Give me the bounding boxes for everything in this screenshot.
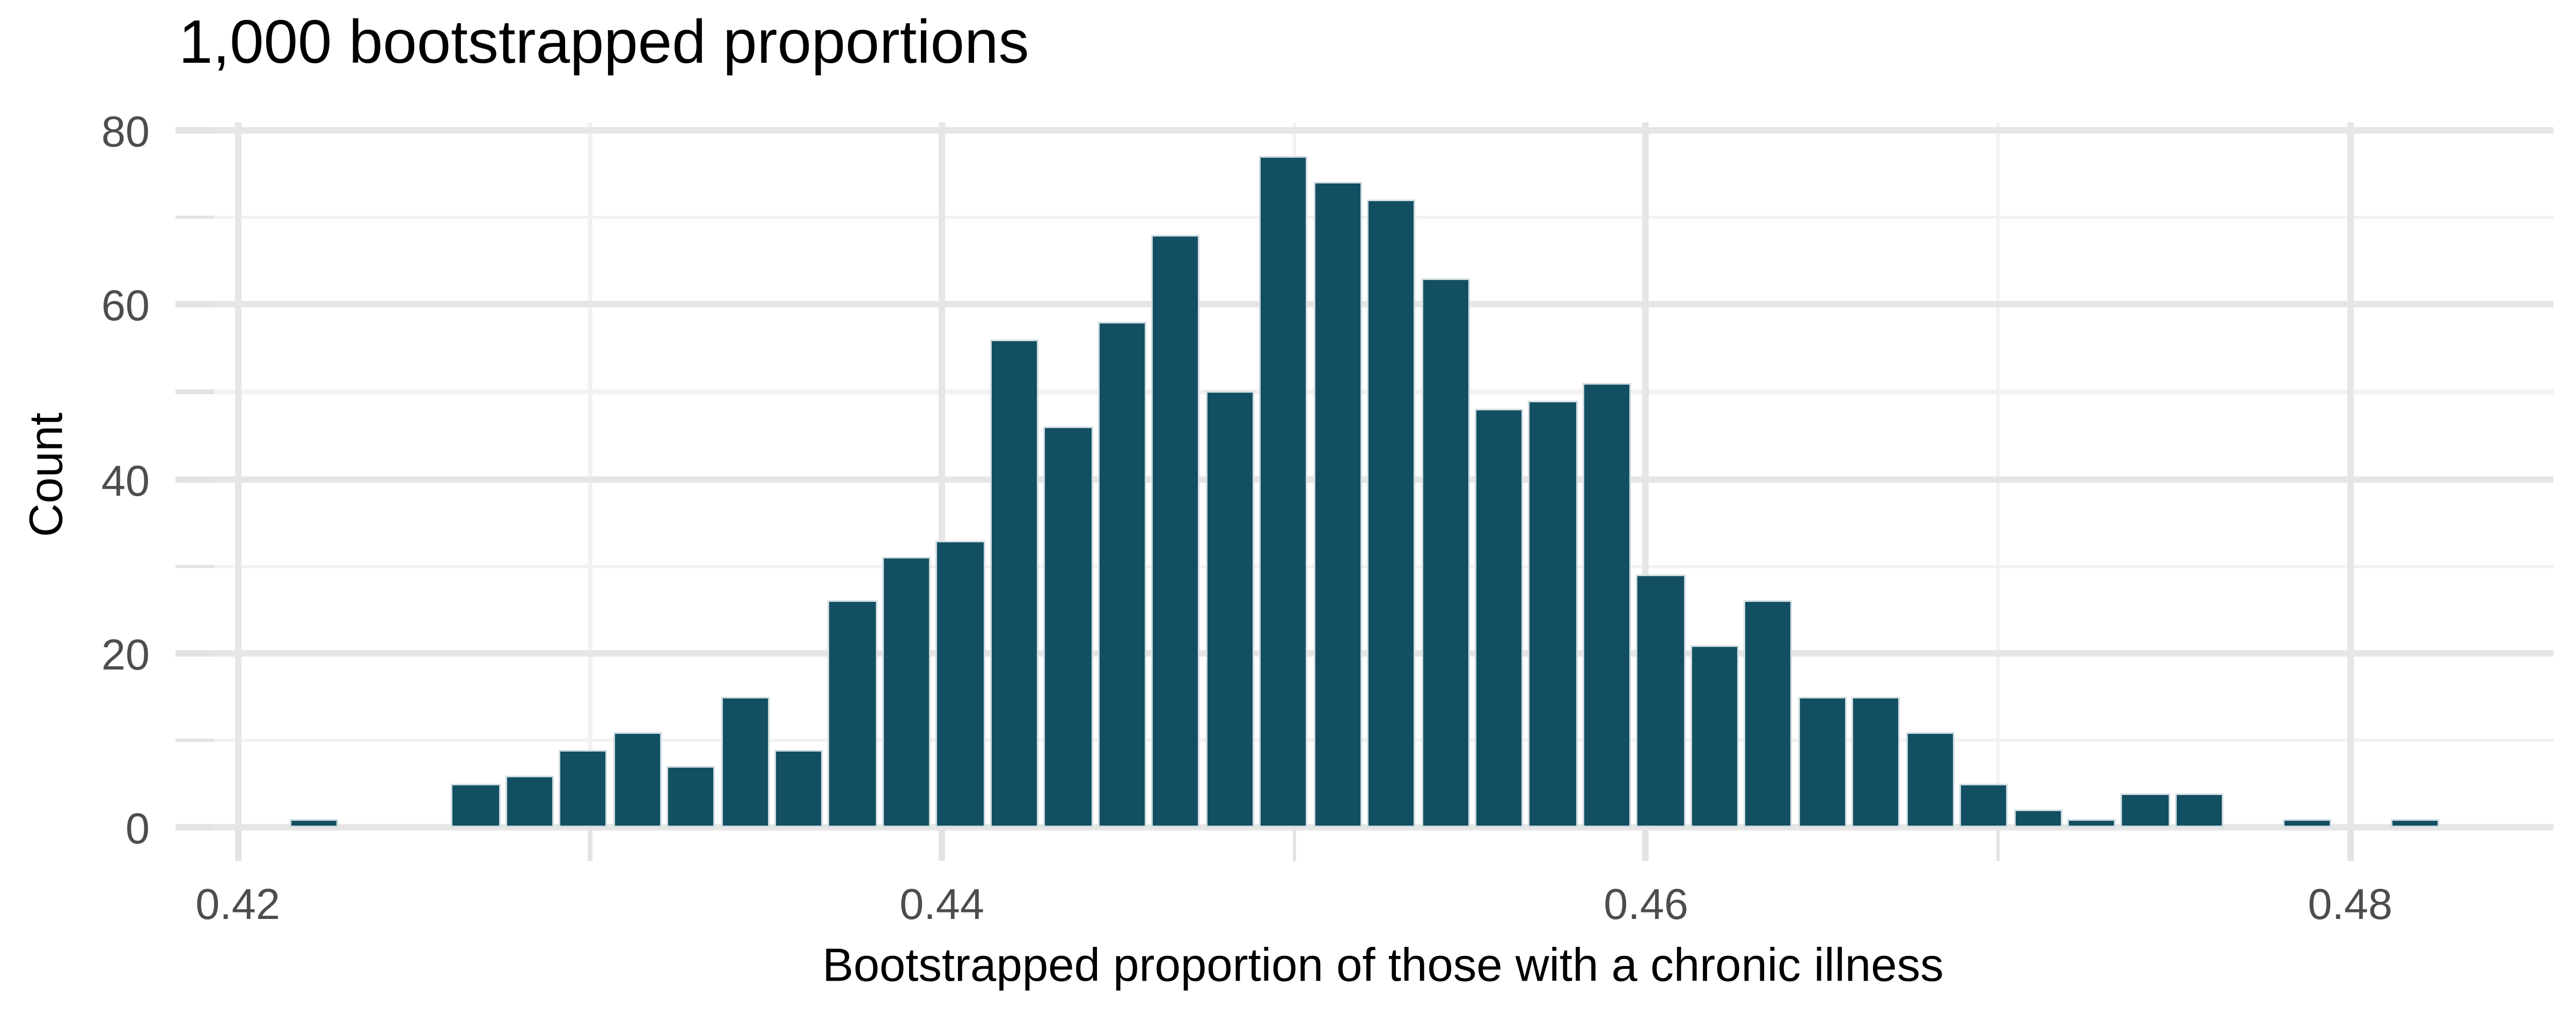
- histogram-bar: [1043, 426, 1093, 828]
- histogram-bar: [612, 732, 662, 828]
- x-tick-label: 0.46: [1604, 880, 1688, 929]
- histogram-bar: [505, 775, 554, 828]
- histogram-bar: [882, 557, 931, 828]
- x-axis-tick-major: [939, 830, 946, 862]
- histogram-bar: [1528, 400, 1577, 828]
- histogram-bar: [451, 784, 500, 828]
- histogram-bar: [828, 601, 877, 828]
- gridline-x-major: [235, 122, 241, 831]
- histogram-bar: [1798, 697, 1847, 828]
- histogram-bar: [2282, 819, 2332, 828]
- y-axis-tick-major: [175, 475, 214, 482]
- x-axis-tick-minor: [1292, 830, 1296, 862]
- x-tick-label: 0.44: [899, 880, 984, 929]
- y-tick-label: 0: [125, 805, 150, 854]
- histogram-bar: [1205, 392, 1254, 828]
- histogram-bar: [990, 339, 1039, 828]
- y-axis-tick-minor: [175, 738, 214, 742]
- histogram-bar: [720, 697, 770, 828]
- gridline-y-major: [214, 127, 2553, 134]
- y-axis-tick-minor: [175, 389, 214, 394]
- y-axis-tick-major: [175, 127, 214, 134]
- y-axis-tick-minor: [175, 215, 214, 219]
- histogram-bar: [2175, 792, 2224, 828]
- x-axis-tick-major: [235, 830, 241, 862]
- histogram-bar: [1744, 601, 1793, 828]
- histogram-bar: [2390, 819, 2439, 828]
- x-axis-tick-major: [2347, 830, 2354, 862]
- histogram-bar: [559, 749, 608, 828]
- y-tick-label: 20: [101, 630, 150, 679]
- histogram-bar: [1421, 278, 1470, 828]
- histogram-bar: [1636, 575, 1685, 828]
- histogram-bar: [1851, 697, 1901, 828]
- histogram-bar: [1151, 234, 1201, 828]
- histogram-bar: [1690, 644, 1739, 828]
- x-axis-title: Bootstrapped proportion of those with a …: [822, 940, 1944, 992]
- y-tick-label: 80: [101, 107, 150, 156]
- x-axis-tick-minor: [588, 830, 592, 862]
- histogram-bar: [774, 749, 823, 828]
- histogram-bar: [289, 819, 339, 828]
- histogram-bar: [1313, 182, 1362, 828]
- histogram-bar: [1905, 732, 1955, 828]
- chart-title: 1,000 bootstrapped proportions: [179, 10, 1029, 77]
- x-tick-label: 0.42: [195, 880, 280, 929]
- x-axis-tick-major: [1643, 830, 1650, 862]
- histogram-bar: [1474, 409, 1524, 828]
- histogram-bar: [1582, 383, 1631, 828]
- y-axis-tick-major: [175, 301, 214, 308]
- histogram-bar: [1097, 322, 1146, 828]
- gridline-x-major: [2347, 122, 2354, 831]
- histogram-bar: [1259, 156, 1308, 828]
- histogram-bar: [667, 767, 716, 828]
- x-axis-tick-minor: [1996, 830, 2000, 862]
- y-tick-label: 40: [101, 456, 150, 505]
- x-tick-label: 0.48: [2308, 880, 2392, 929]
- histogram-bar: [2013, 810, 2062, 828]
- histogram-bar: [1959, 784, 2008, 828]
- y-axis-tick-minor: [175, 564, 214, 568]
- y-axis-tick-major: [175, 650, 214, 657]
- y-axis-title: Count: [21, 412, 74, 538]
- y-tick-label: 60: [101, 282, 150, 330]
- histogram-bar: [936, 540, 985, 828]
- histogram-bar: [2121, 792, 2170, 828]
- y-axis-tick-major: [175, 824, 214, 831]
- histogram-bar: [1367, 200, 1416, 828]
- histogram-bar: [2067, 819, 2116, 828]
